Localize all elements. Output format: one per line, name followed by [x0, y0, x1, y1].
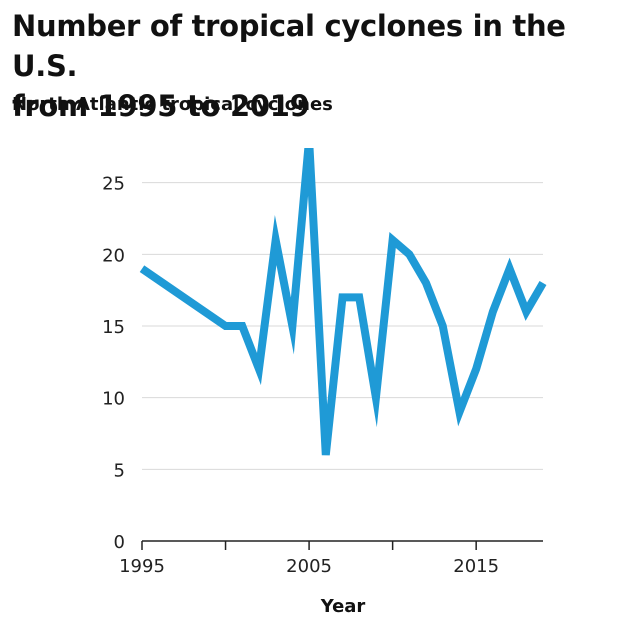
axes: 0 5 10 15 20 25 1995 2005 2015 — [102, 174, 543, 577]
y-tick-label-25: 25 — [102, 174, 125, 195]
y-tick-label-0: 0 — [114, 532, 125, 553]
chart-title: Number of tropical cyclones in the U.S. … — [12, 6, 622, 126]
y-tick-label-5: 5 — [114, 460, 125, 481]
x-tick-label-2005: 2005 — [286, 556, 332, 577]
y-tick-label-20: 20 — [102, 245, 125, 266]
y-tick-label-10: 10 — [102, 389, 125, 410]
x-tick-label-2015: 2015 — [453, 556, 499, 577]
y-tick-label-15: 15 — [102, 317, 125, 338]
chart-title-line-1: Number of tropical cyclones in the U.S. — [12, 9, 566, 83]
chart-subtitle: North Atlantic tropical cyclones — [12, 94, 333, 115]
x-tick-label-1995: 1995 — [119, 556, 165, 577]
series-layer — [139, 148, 547, 456]
chart-title-line-2: from 1995 to 2019 — [12, 89, 310, 123]
x-axis-title: Year — [320, 596, 366, 617]
